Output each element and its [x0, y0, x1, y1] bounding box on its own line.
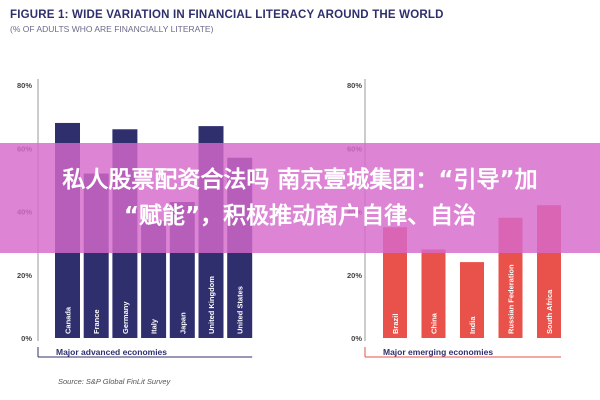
- panel-title-emerging: Major emerging economies: [383, 347, 493, 357]
- category-label-united-states: United States: [236, 286, 245, 334]
- source-note: Source: S&P Global FinLit Survey: [58, 377, 171, 386]
- category-label-brazil: Brazil: [391, 314, 400, 334]
- panel-title-advanced: Major advanced economies: [56, 347, 167, 357]
- category-label-italy: Italy: [150, 318, 159, 334]
- headline-banner: 私人股票配资合法吗 南京壹城集团：“引导”加 “赋能”，积极推动商户自律、自治: [0, 143, 600, 253]
- headline-line-1: 私人股票配资合法吗 南京壹城集团：“引导”加: [62, 167, 538, 193]
- bar-india: [460, 262, 484, 338]
- category-label-germany: Germany: [121, 301, 130, 334]
- category-label-india: India: [468, 316, 477, 334]
- y-tick-label-advanced: 0%: [21, 334, 32, 343]
- category-label-south-africa: South Africa: [545, 289, 554, 334]
- category-label-united-kingdom: United Kingdom: [207, 276, 216, 334]
- category-label-france: France: [92, 309, 101, 334]
- category-label-china: China: [430, 312, 439, 334]
- headline-line-2: “赋能”，积极推动商户自律、自治: [123, 203, 477, 229]
- y-tick-label-emerging: 0%: [351, 334, 362, 343]
- y-tick-label-emerging: 80%: [347, 81, 362, 90]
- category-label-japan: Japan: [178, 312, 187, 334]
- category-label-canada: Canada: [64, 306, 73, 334]
- bar-china: [421, 249, 446, 338]
- figure-subtitle: (% OF ADULTS WHO ARE FINANCIALLY LITERAT…: [10, 24, 214, 34]
- y-tick-label-advanced: 20%: [17, 271, 32, 280]
- y-tick-label-emerging: 20%: [347, 271, 362, 280]
- figure-title: FIGURE 1: WIDE VARIATION IN FINANCIAL LI…: [10, 9, 444, 21]
- y-tick-label-advanced: 80%: [17, 81, 32, 90]
- category-label-russian-federation: Russian Federation: [507, 264, 516, 334]
